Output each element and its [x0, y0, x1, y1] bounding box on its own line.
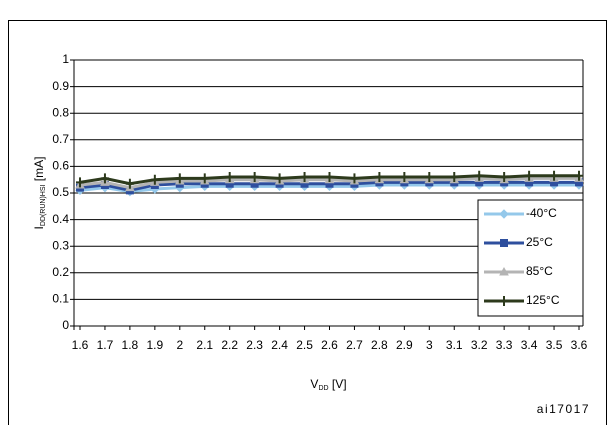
legend-label: 25°C	[526, 235, 553, 249]
marker	[125, 178, 134, 189]
marker	[100, 173, 109, 184]
y-tick-label: 0.8	[52, 105, 69, 119]
x-tick-label: 3.6	[571, 338, 588, 352]
marker	[250, 172, 259, 183]
x-tick-label: 1.7	[97, 338, 114, 352]
x-tick-label: 2	[176, 338, 183, 352]
x-tick-label: 3.2	[471, 338, 488, 352]
x-tick-label: 3	[426, 338, 433, 352]
y-axis-label-unit: [mA]	[32, 157, 46, 182]
x-tick-label: 3.5	[546, 338, 563, 352]
y-tick-label: 0.7	[52, 132, 69, 146]
y-tick-label: 0	[62, 318, 69, 332]
marker	[200, 173, 209, 184]
x-tick-label: 2.2	[221, 338, 238, 352]
legend-box	[477, 199, 584, 317]
marker	[400, 172, 409, 183]
x-tick-label: 3.1	[446, 338, 463, 352]
x-axis-label: VDD [V]	[310, 377, 346, 392]
x-tick-label: 2.4	[271, 338, 288, 352]
x-tick-label: 2.9	[396, 338, 413, 352]
marker	[150, 174, 159, 185]
marker	[300, 172, 309, 183]
legend-marker	[499, 209, 509, 219]
x-axis-label-symbol: V	[310, 377, 318, 391]
y-tick-label: 0.3	[52, 238, 69, 252]
y-axis-label-subscript: DD(RUN)HSI	[40, 184, 47, 226]
legend-label: 125°C	[526, 293, 560, 307]
marker	[175, 173, 184, 184]
x-tick-label: 2.8	[371, 338, 388, 352]
marker	[76, 177, 84, 188]
x-tick-label: 3.4	[521, 338, 538, 352]
legend-label: 85°C	[526, 264, 553, 278]
x-tick-label: 2.1	[196, 338, 213, 352]
marker	[500, 172, 509, 183]
y-tick-label: 0.4	[52, 212, 69, 226]
x-tick-label: 2.5	[296, 338, 313, 352]
x-axis-label-unit: [V]	[332, 377, 347, 391]
marker	[225, 172, 234, 183]
x-tick-label: 2.3	[246, 338, 263, 352]
marker	[450, 172, 459, 183]
marker	[525, 170, 534, 181]
figure-id: ai17017	[537, 402, 590, 416]
y-tick-label: 0.1	[52, 292, 69, 306]
marker	[425, 172, 434, 183]
legend-marker	[499, 266, 509, 276]
x-tick-label: 2.6	[321, 338, 338, 352]
legend-marker	[500, 296, 508, 306]
y-tick-label: 0.5	[52, 185, 69, 199]
y-axis-label-symbol: I	[32, 226, 46, 229]
x-tick-label: 1.6	[72, 338, 89, 352]
marker	[475, 170, 484, 181]
x-tick-label: 1.8	[122, 338, 139, 352]
y-axis-label: IDD(RUN)HSI [mA]	[32, 157, 47, 230]
marker	[375, 172, 384, 183]
marker	[575, 170, 583, 181]
marker	[350, 173, 359, 184]
legend-label: -40°C	[526, 206, 557, 220]
legend-marker	[500, 239, 508, 247]
marker	[325, 172, 334, 183]
y-tick-label: 1	[62, 52, 69, 66]
x-tick-label: 3.3	[496, 338, 513, 352]
chart-frame	[8, 20, 607, 425]
marker	[275, 173, 284, 184]
y-tick-label: 0.2	[52, 265, 69, 279]
marker	[550, 170, 559, 181]
x-tick-label: 1.9	[147, 338, 164, 352]
x-tick-label: 2.7	[346, 338, 363, 352]
y-tick-label: 0.6	[52, 159, 69, 173]
y-tick-label: 0.9	[52, 79, 69, 93]
x-axis-label-subscript: DD	[318, 385, 328, 392]
